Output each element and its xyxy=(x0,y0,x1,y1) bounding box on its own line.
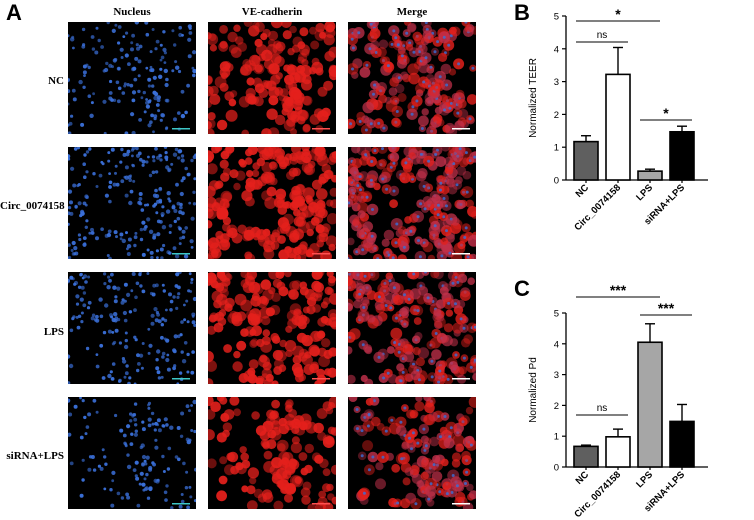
column-heading-merge: Merge xyxy=(396,6,428,18)
y-tick-label: 2 xyxy=(554,110,559,121)
significance-label: * xyxy=(615,6,621,22)
y-tick-label: 4 xyxy=(554,44,559,55)
y-tick-label: 1 xyxy=(554,432,559,443)
scale-bar xyxy=(312,253,330,255)
bar-nc xyxy=(573,445,599,468)
scale-bar xyxy=(312,503,330,505)
y-axis-label: Normalized Pd xyxy=(528,357,539,423)
x-tick-label: NC xyxy=(574,182,592,200)
row-label-nc: NC xyxy=(48,75,64,87)
significance-label: ns xyxy=(597,403,608,414)
scale-bar xyxy=(452,128,470,130)
scale-bar xyxy=(172,503,190,505)
significance-label: ns xyxy=(597,30,608,41)
bar-nc xyxy=(573,140,599,181)
scale-bar xyxy=(172,378,190,380)
micrograph-lps-merge xyxy=(348,272,476,384)
micrograph-sirna-lps-cadherin xyxy=(208,397,336,509)
bar-sirna-lps xyxy=(669,420,695,468)
significance-label: * xyxy=(663,105,669,121)
micrograph-sirna-lps-nucleus xyxy=(68,397,196,509)
panel-a-letter: A xyxy=(6,0,22,25)
y-tick-label: 0 xyxy=(554,463,559,474)
micrograph-circ-0074158-cadherin xyxy=(208,147,336,259)
x-tick-label: NC xyxy=(574,469,592,487)
y-tick-label: 4 xyxy=(554,339,559,350)
row-label-circ: Circ_0074158 xyxy=(0,200,65,212)
micrograph-nc-merge xyxy=(348,22,476,134)
bar-sirna-lps xyxy=(669,130,695,181)
bar-circ-0074158 xyxy=(605,436,631,468)
y-tick-label: 1 xyxy=(554,143,559,154)
scale-bar xyxy=(312,128,330,130)
column-heading-nucleus: Nucleus xyxy=(113,6,151,18)
scale-bar xyxy=(452,253,470,255)
bar-circ-0074158 xyxy=(605,73,631,181)
y-tick-label: 2 xyxy=(554,401,559,412)
panel-c-letter: C xyxy=(514,276,530,301)
significance-label: *** xyxy=(610,282,627,298)
x-tick-label: LPS xyxy=(634,469,655,490)
bar-lps xyxy=(637,341,663,468)
panel-b-letter: B xyxy=(514,0,530,25)
bar-lps xyxy=(637,170,663,181)
significance-label: *** xyxy=(658,300,675,316)
scale-bar xyxy=(312,378,330,380)
micrograph-circ-0074158-merge xyxy=(348,147,476,259)
scale-bar xyxy=(172,253,190,255)
row-label-sirna-lps: siRNA+LPS xyxy=(6,450,64,462)
micrograph-circ-0074158-nucleus xyxy=(68,147,196,259)
micrograph-lps-nucleus xyxy=(68,272,196,384)
scale-bar xyxy=(172,128,190,130)
column-heading-ve-cadherin: VE-cadherin xyxy=(241,6,303,18)
y-axis-label: Normalized TEER xyxy=(528,58,539,138)
y-tick-label: 3 xyxy=(554,370,559,381)
y-tick-label: 3 xyxy=(554,77,559,88)
scale-bar xyxy=(452,503,470,505)
row-label-lps: LPS xyxy=(43,326,64,338)
y-tick-label: 0 xyxy=(554,176,559,187)
y-tick-label: 5 xyxy=(554,309,559,320)
micrograph-sirna-lps-merge xyxy=(348,397,476,509)
micrograph-lps-cadherin xyxy=(208,272,336,384)
micrograph-nc-nucleus xyxy=(68,22,196,134)
scale-bar xyxy=(452,378,470,380)
micrograph-nc-cadherin xyxy=(208,22,336,134)
y-tick-label: 5 xyxy=(554,12,559,23)
x-tick-label: LPS xyxy=(634,182,655,203)
